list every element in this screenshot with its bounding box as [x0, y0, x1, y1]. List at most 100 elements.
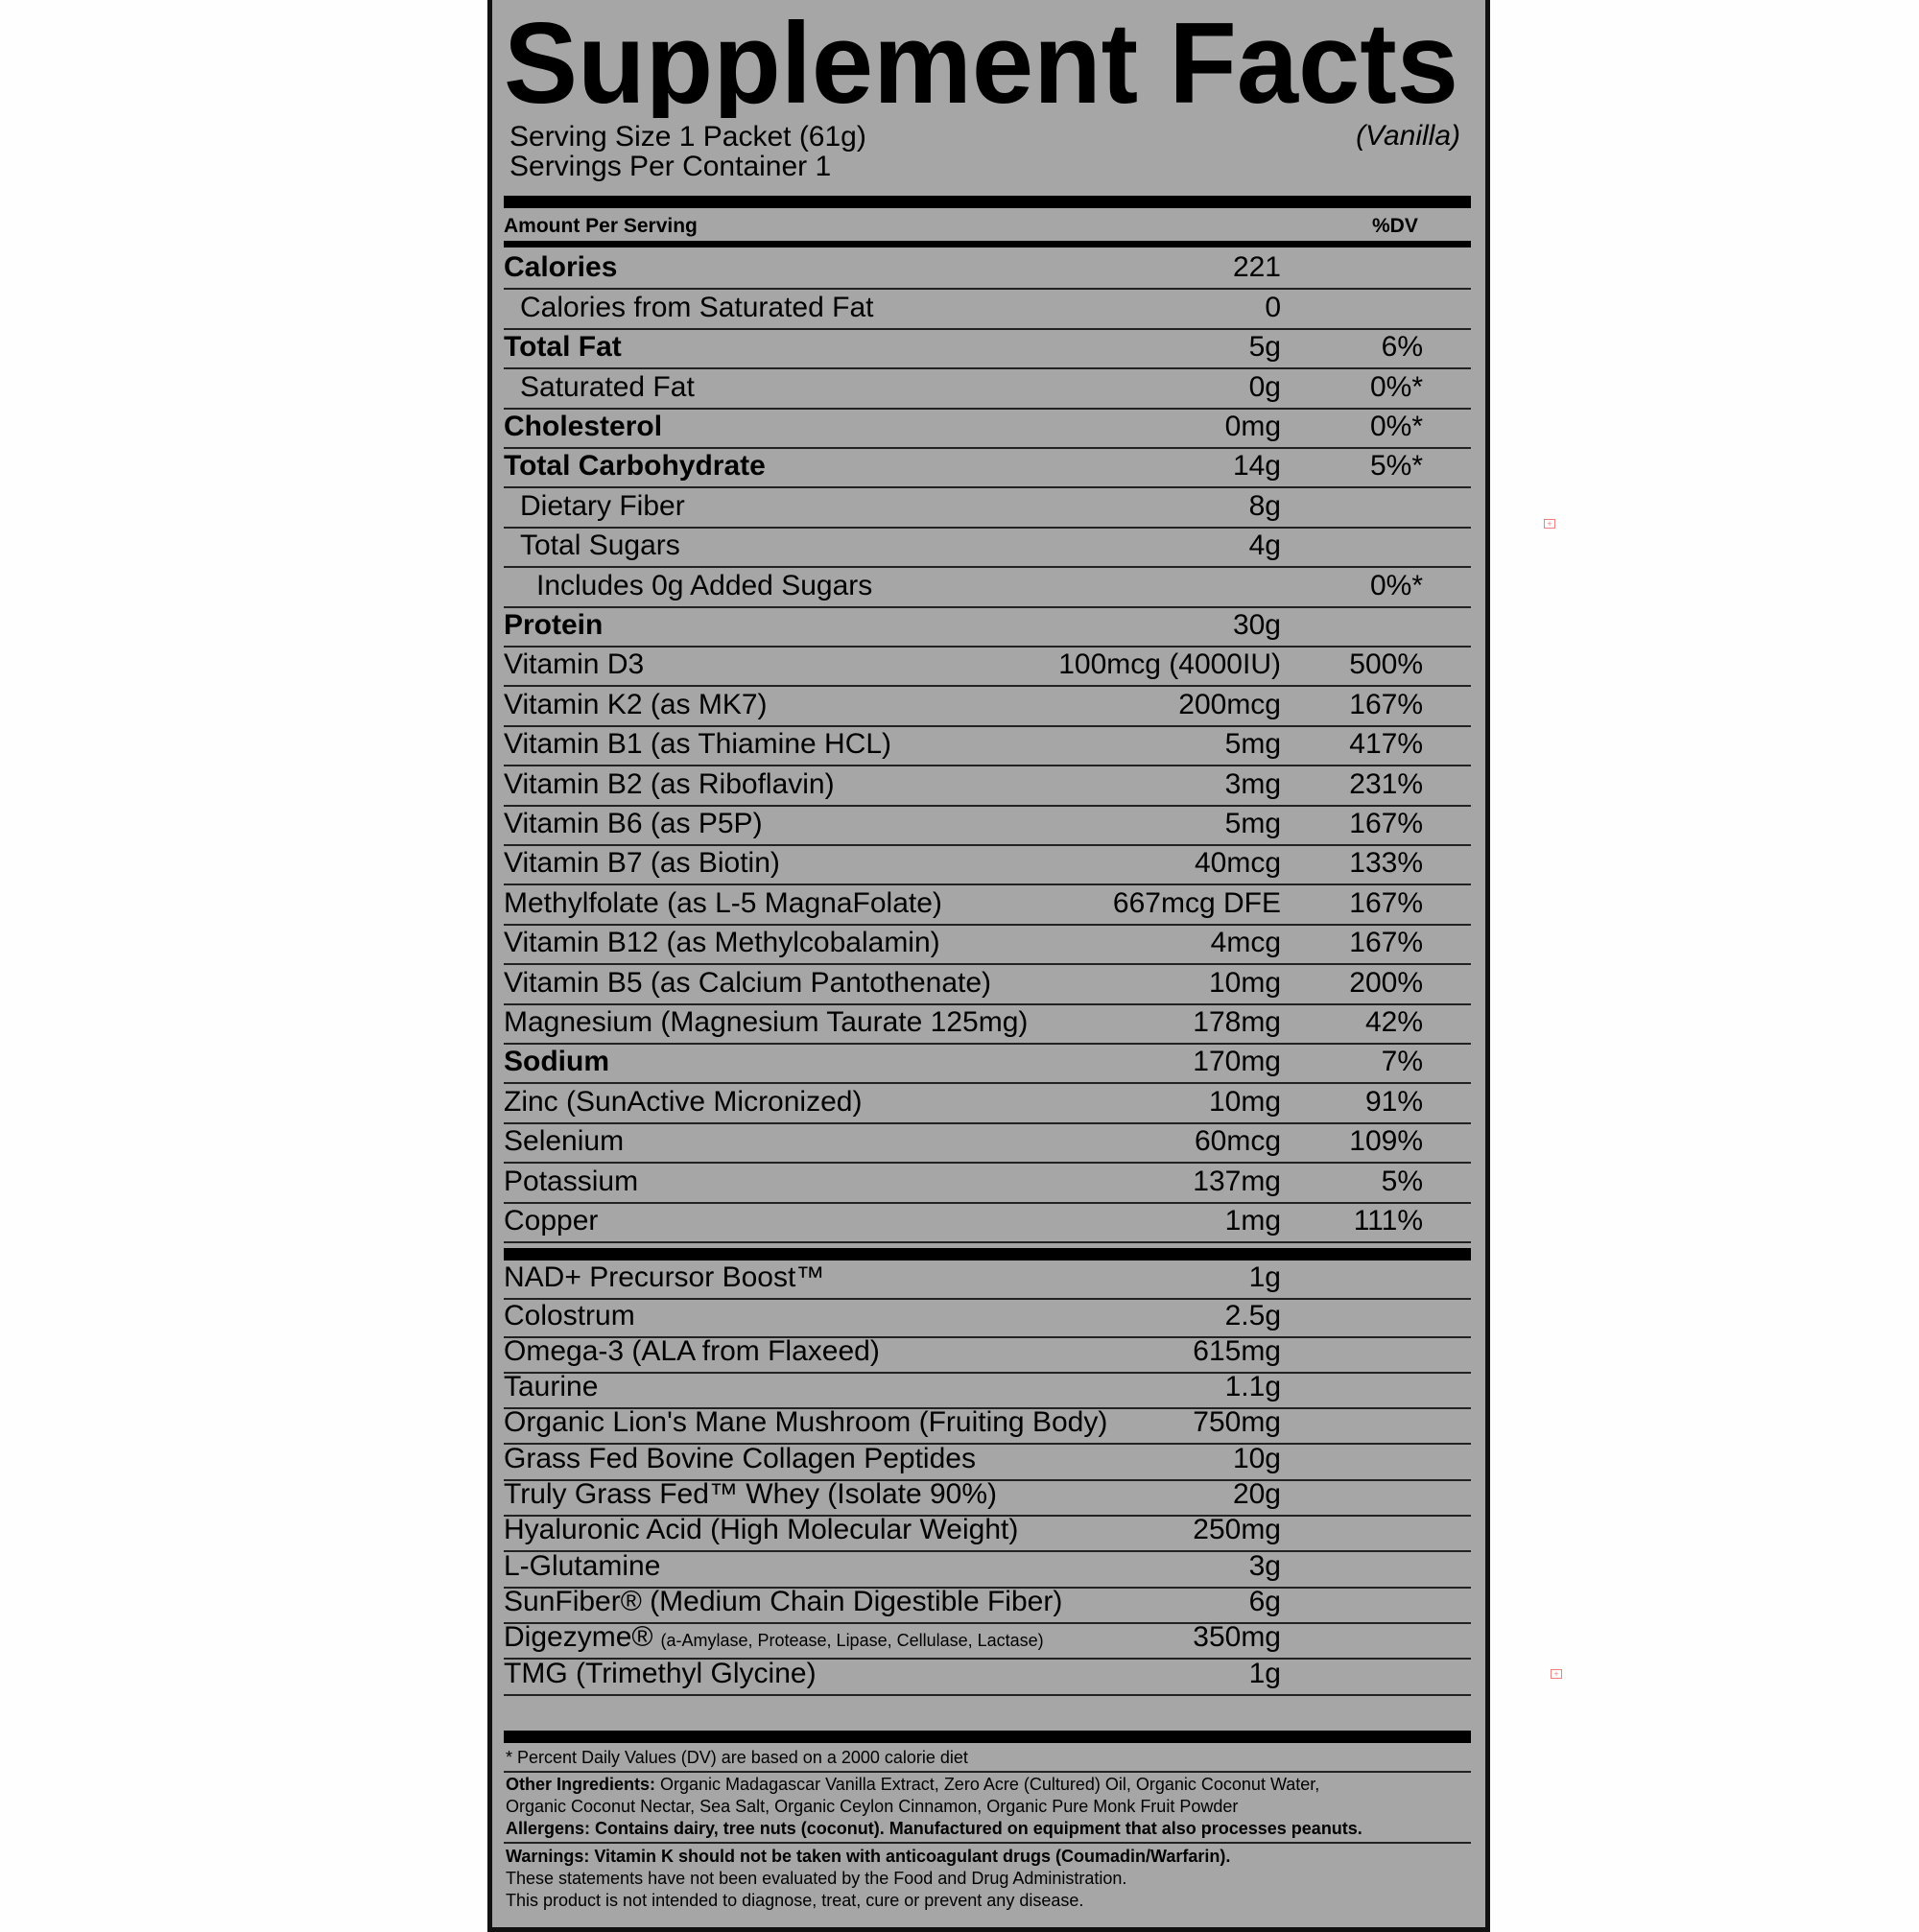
ingredient-row: Grass Fed Bovine Collagen Peptides 10g — [504, 1442, 1471, 1481]
nutrient-name: Copper — [504, 1204, 599, 1237]
nutrient-name: Dietary Fiber — [520, 489, 685, 522]
ingredient-row: Hyaluronic Acid (High Molecular Weight) 2… — [504, 1514, 1471, 1553]
nutrient-row: Calories 221 — [504, 250, 1471, 291]
nutrient-amount: 8g — [1248, 489, 1281, 522]
ingredient-amount: 2.5g — [1224, 1299, 1281, 1331]
ingredient-row: SunFiber® (Medium Chain Digestible Fiber… — [504, 1586, 1471, 1624]
ingredient-amount: 1.1g — [1224, 1371, 1281, 1403]
nutrient-row: Vitamin B5 (as Calcium Pantothenate) 10mg… — [504, 965, 1471, 1005]
ingredient-name-text: Truly Grass Fed™ Whey (Isolate 90%) — [504, 1478, 998, 1511]
ingredient-amount: 1g — [1248, 1261, 1281, 1293]
nutrient-name: Total Fat — [504, 331, 622, 364]
nutrient-amount: 10mg — [1208, 1085, 1281, 1118]
ingredient-amount: 10g — [1232, 1442, 1281, 1474]
nutrient-name: Vitamin K2 (as MK7) — [504, 688, 768, 720]
ingredient-amount: 615mg — [1193, 1334, 1281, 1367]
dv-footnote: * Percent Daily Values (DV) are based on… — [506, 1748, 968, 1767]
nutrient-row: Protein 30g — [504, 608, 1471, 648]
divider-thick — [504, 1731, 1471, 1743]
nutrient-name: Sodium — [504, 1046, 609, 1078]
ingredient-row: Organic Lion's Mane Mushroom (Fruiting B… — [504, 1406, 1471, 1446]
ingredient-row: Digezyme® (a-Amylase, Protease, Lipase, C… — [504, 1621, 1471, 1661]
nutrient-dv: 167% — [1349, 886, 1423, 919]
nutrient-row: Sodium 170mg 7% — [504, 1045, 1471, 1085]
ingredient-name-text: Hyaluronic Acid (High Molecular Weight) — [504, 1514, 1019, 1546]
nutrient-row: Vitamin B6 (as P5P) 5mg 167% — [504, 807, 1471, 846]
nutrient-dv: 109% — [1349, 1125, 1423, 1158]
ingredient-name: Hyaluronic Acid (High Molecular Weight) — [504, 1514, 1018, 1546]
ingredient-name: Truly Grass Fed™ Whey (Isolate 90%) — [504, 1478, 997, 1511]
ingredient-name: Digezyme® (a-Amylase, Protease, Lipase, C… — [504, 1621, 1044, 1654]
nutrient-row: Vitamin B2 (as Riboflavin) 3mg 231% — [504, 766, 1471, 807]
nutrient-amount: 170mg — [1193, 1046, 1281, 1078]
ingredient-name-text: L-Glutamine — [504, 1549, 661, 1582]
nutrient-name: Saturated Fat — [520, 370, 695, 403]
ingredient-row: TMG (Trimethyl Glycine) 1g — [504, 1657, 1471, 1696]
ingredient-name-text: TMG (Trimethyl Glycine) — [504, 1657, 817, 1689]
nutrient-amount: 5mg — [1224, 728, 1281, 761]
nutrient-row: Cholesterol 0mg 0%* — [504, 410, 1471, 449]
nutrient-dv: 500% — [1349, 648, 1423, 681]
nutrient-dv: 133% — [1349, 847, 1423, 880]
ingredient-name-text: Organic Lion's Mane Mushroom (Fruiting B… — [504, 1406, 1108, 1439]
ingredient-name: L-Glutamine — [504, 1550, 660, 1583]
divider-thin — [504, 1771, 1471, 1773]
ingredient-amount: 20g — [1232, 1478, 1281, 1511]
ingredient-amount: 3g — [1248, 1549, 1281, 1582]
ingredient-amount: 250mg — [1193, 1514, 1281, 1546]
nutrient-dv: 417% — [1349, 728, 1423, 761]
ingredient-name: Grass Fed Bovine Collagen Peptides — [504, 1443, 976, 1475]
nutrient-row: Vitamin B12 (as Methylcobalamin) 4mcg 167% — [504, 926, 1471, 966]
nutrient-name: Vitamin B12 (as Methylcobalamin) — [504, 927, 940, 959]
expand-marker-icon: + — [1551, 1669, 1562, 1679]
ingredient-name-text: Digezyme® — [504, 1621, 653, 1654]
nutrient-name: Zinc (SunActive Micronized) — [504, 1085, 863, 1118]
ingredient-sublabel: (a-Amylase, Protease, Lipase, Cellulase,… — [660, 1631, 1044, 1651]
ingredient-name-text: NAD+ Precursor Boost™ — [504, 1261, 825, 1293]
ingredient-name: Organic Lion's Mane Mushroom (Fruiting B… — [504, 1406, 1107, 1439]
nutrient-amount: 5mg — [1224, 807, 1281, 839]
nutrient-dv: 6% — [1381, 331, 1423, 364]
divider-thick — [504, 196, 1471, 208]
ingredient-row: Taurine 1.1g — [504, 1371, 1471, 1410]
nutrient-amount: 40mcg — [1194, 847, 1281, 880]
nutrient-dv: 200% — [1349, 966, 1423, 999]
nutrient-amount: 60mcg — [1194, 1125, 1281, 1158]
nutrient-row: Vitamin D3 100mcg (4000IU) 500% — [504, 648, 1471, 688]
nutrient-amount: 100mcg (4000IU) — [1058, 648, 1281, 681]
nutrient-name: Total Sugars — [520, 530, 680, 562]
nutrient-row: Vitamin K2 (as MK7) 200mcg 167% — [504, 687, 1471, 727]
ingredient-name: Colostrum — [504, 1300, 635, 1332]
ingredient-name: Taurine — [504, 1371, 598, 1403]
nutrient-amount: 5g — [1248, 331, 1281, 364]
nutrient-row: Saturated Fat 0g 0%* — [504, 369, 1471, 410]
warnings: Warnings: Vitamin K should not be taken … — [506, 1847, 1231, 1866]
nutrient-row: Vitamin B7 (as Biotin) 40mcg 133% — [504, 846, 1471, 886]
ingredient-amount: 350mg — [1193, 1621, 1281, 1654]
nutrient-name: Vitamin D3 — [504, 648, 645, 681]
ingredient-row: Truly Grass Fed™ Whey (Isolate 90%) 20g — [504, 1478, 1471, 1518]
divider-thick — [504, 1248, 1471, 1261]
serving-size: Serving Size 1 Packet (61g) — [509, 121, 866, 153]
nutrient-amount: 3mg — [1224, 767, 1281, 800]
other-ingredients-text: Organic Madagascar Vanilla Extract, Zero… — [655, 1775, 1320, 1794]
nutrient-name: Calories — [504, 251, 618, 284]
nutrient-amount: 10mg — [1208, 966, 1281, 999]
nutrient-amount: 178mg — [1193, 1005, 1281, 1038]
supplement-facts-panel — [487, 0, 1490, 1932]
nutrient-dv: 167% — [1349, 688, 1423, 720]
nutrient-dv: 0%* — [1369, 569, 1423, 601]
nutrient-amount: 4mcg — [1210, 927, 1281, 959]
nutrient-amount: 14g — [1232, 450, 1281, 483]
nutrient-row: Zinc (SunActive Micronized) 10mg 91% — [504, 1084, 1471, 1124]
nutrient-amount: 137mg — [1193, 1165, 1281, 1197]
nutrient-row: Copper 1mg 111% — [504, 1204, 1471, 1243]
nutrient-row: Selenium 60mcg 109% — [504, 1124, 1471, 1165]
divider-medium — [504, 241, 1471, 247]
nutrient-amount: 0mg — [1224, 410, 1281, 442]
other-ingredients: Other Ingredients: Organic Madagascar Va… — [506, 1775, 1319, 1795]
expand-marker-icon: + — [1544, 519, 1555, 529]
nutrient-amount: 30g — [1232, 608, 1281, 641]
nutrient-amount: 0 — [1265, 291, 1281, 323]
nutrient-amount: 4g — [1248, 530, 1281, 562]
